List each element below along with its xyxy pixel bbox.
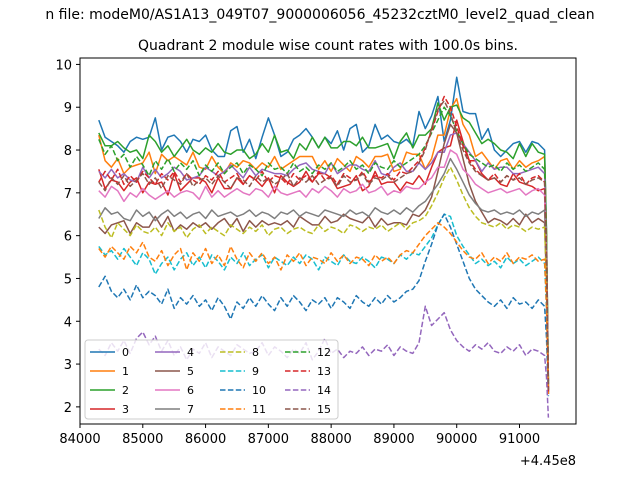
legend-label-0: 0 <box>122 346 129 359</box>
y-tick-label: 6 <box>64 230 72 245</box>
y-tick-label: 8 <box>64 144 72 159</box>
x-tick-label: 90000 <box>436 432 477 447</box>
chart-title: Quadrant 2 module wise count rates with … <box>138 38 518 54</box>
legend-label-7: 7 <box>187 403 194 416</box>
legend-label-11: 11 <box>252 403 266 416</box>
x-tick-label: 86000 <box>185 432 226 447</box>
series-line-6 <box>98 149 550 386</box>
x-tick-label: 84000 <box>59 432 100 447</box>
x-tick-label: 88000 <box>310 432 351 447</box>
figure-suptitle: n file: modeM0/AS1A13_049T07_9000006056_… <box>45 7 594 23</box>
x-tick-label: 91000 <box>499 432 540 447</box>
legend-box <box>84 339 339 420</box>
legend-label-13: 13 <box>317 365 331 378</box>
series-line-0 <box>98 76 550 382</box>
legend-label-3: 3 <box>122 403 129 416</box>
series-line-15 <box>98 100 550 390</box>
x-offset-label: +4.45e8 <box>520 454 576 469</box>
legend-label-14: 14 <box>317 384 331 397</box>
series-layer <box>98 76 550 418</box>
y-tick-label: 3 <box>64 358 72 373</box>
legend-label-1: 1 <box>122 365 129 378</box>
series-line-8 <box>98 166 550 388</box>
legend-label-5: 5 <box>187 365 194 378</box>
series-line-7 <box>98 157 550 390</box>
x-tick-label: 85000 <box>122 432 163 447</box>
y-tick-label: 9 <box>64 101 72 116</box>
y-tick-label: 5 <box>64 272 72 287</box>
x-tick-label: 87000 <box>248 432 289 447</box>
legend-label-4: 4 <box>187 346 194 359</box>
axis-layer: 84000 85000 86000 87000 88000 89000 90000 91000… <box>55 58 540 447</box>
legend-label-9: 9 <box>252 365 259 378</box>
series-line-3 <box>98 119 550 390</box>
legend-label-12: 12 <box>317 346 331 359</box>
y-tick-label: 4 <box>64 315 72 330</box>
legend-label-15: 15 <box>317 403 331 416</box>
legend-label-6: 6 <box>187 384 194 397</box>
legend-label-8: 8 <box>252 346 259 359</box>
series-line-11 <box>98 222 550 395</box>
plot-frame <box>79 57 577 425</box>
x-tick-label: 89000 <box>373 432 414 447</box>
series-line-4 <box>98 132 550 392</box>
legend-label-10: 10 <box>252 384 266 397</box>
series-line-14 <box>98 305 550 418</box>
legend-label-2: 2 <box>122 384 129 397</box>
series-line-2 <box>98 102 550 384</box>
y-tick-label: 7 <box>64 187 72 202</box>
series-line-12 <box>98 106 550 386</box>
y-tick-label: 10 <box>55 58 72 73</box>
y-tick-label: 2 <box>64 401 72 416</box>
